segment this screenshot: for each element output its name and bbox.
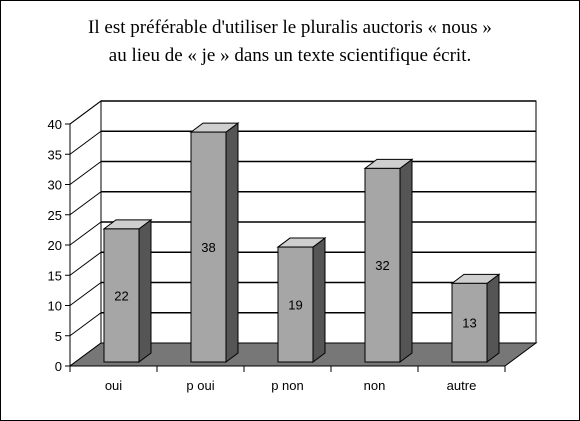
x-tick-label: p oui <box>186 378 214 393</box>
gridline-side <box>69 161 102 185</box>
x-tick-label: oui <box>105 378 122 393</box>
bar <box>190 131 227 363</box>
bar-value-label: 38 <box>201 240 215 255</box>
y-tick-label: 10 <box>48 299 62 314</box>
bar-value-label: 19 <box>288 298 302 313</box>
bar-side <box>486 273 500 363</box>
y-tick-label: 35 <box>48 147 62 162</box>
x-tick-label: autre <box>447 378 477 393</box>
bar <box>103 228 140 363</box>
gridline-side <box>69 251 102 276</box>
bar-side <box>399 158 413 363</box>
bar-value-label: 22 <box>114 288 128 303</box>
gridline-side <box>69 282 102 306</box>
y-tick-label: 5 <box>55 329 62 344</box>
x-tick-label: non <box>364 378 386 393</box>
gridline-side <box>69 130 102 155</box>
y-tick-label: 0 <box>55 359 62 374</box>
chart-title: Il est préférable d'utiliser le pluralis… <box>0 14 580 70</box>
gridline-side <box>69 191 102 216</box>
chart-title-line-1: Il est préférable d'utiliser le pluralis… <box>88 17 492 38</box>
chart-title-line-2: au lieu de « je » dans un texte scientif… <box>108 45 472 66</box>
bar <box>364 167 401 363</box>
x-tick-label: p non <box>271 378 304 393</box>
gridline-side <box>69 312 102 337</box>
bar-side <box>225 122 239 363</box>
bar <box>277 246 314 363</box>
bar <box>451 282 488 363</box>
y-tick-label: 40 <box>48 117 62 132</box>
gridline-side <box>69 100 102 125</box>
bar-side <box>312 237 326 363</box>
y-tick-label: 20 <box>48 238 62 253</box>
bar-value-label: 32 <box>375 258 389 273</box>
y-tick-label: 25 <box>48 208 62 223</box>
gridline-side <box>69 221 102 246</box>
bar-value-label: 13 <box>462 316 476 331</box>
bar-side <box>138 218 152 363</box>
y-tick-label: 15 <box>48 268 62 283</box>
y-tick-label: 30 <box>48 178 62 193</box>
